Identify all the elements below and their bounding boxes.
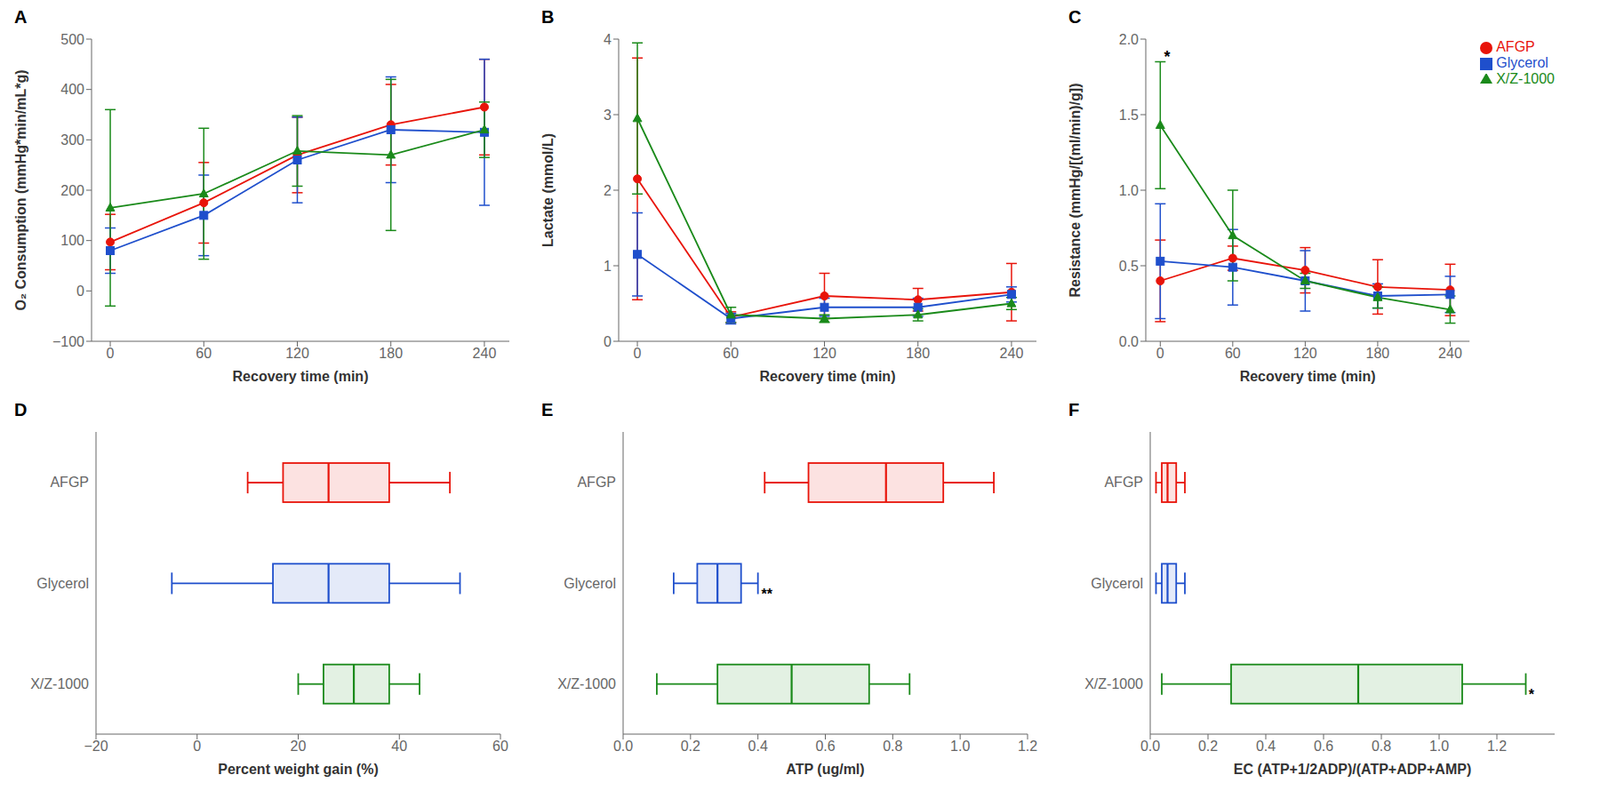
svg-text:EC (ATP+1/2ADP)/(ATP+ADP+AMP): EC (ATP+1/2ADP)/(ATP+ADP+AMP) — [1233, 761, 1472, 777]
svg-text:200: 200 — [60, 183, 85, 199]
svg-text:Recovery time (min): Recovery time (min) — [232, 368, 369, 384]
svg-text:0.0: 0.0 — [1140, 738, 1160, 754]
svg-text:1.2: 1.2 — [1487, 738, 1507, 754]
svg-text:60: 60 — [722, 345, 739, 361]
svg-text:Glycerol: Glycerol — [36, 576, 89, 592]
html-text:E: E — [541, 400, 554, 420]
svg-text:0.2: 0.2 — [1198, 738, 1218, 754]
svg-text:100: 100 — [60, 232, 85, 248]
svg-text:180: 180 — [378, 345, 403, 361]
svg-text:60: 60 — [1224, 345, 1241, 361]
svg-text:1.0: 1.0 — [1119, 183, 1139, 199]
svg-text:ATP (ug/ml): ATP (ug/ml) — [785, 761, 864, 777]
svg-text:40: 40 — [391, 738, 408, 754]
html-text:D: D — [14, 400, 28, 420]
svg-text:*: * — [1528, 687, 1536, 703]
html-text:C: C — [1068, 7, 1082, 27]
svg-text:Recovery time (min): Recovery time (min) — [1240, 368, 1376, 384]
svg-text:−100: −100 — [52, 334, 85, 350]
svg-text:X/Z-1000: X/Z-1000 — [1084, 676, 1144, 692]
svg-text:Recovery time (min): Recovery time (min) — [760, 368, 896, 384]
svg-text:300: 300 — [60, 132, 85, 148]
svg-text:0.6: 0.6 — [815, 738, 835, 754]
svg-text:0.8: 0.8 — [882, 738, 903, 754]
html-text:X/Z-1000: X/Z-1000 — [1496, 71, 1555, 87]
svg-text:1.0: 1.0 — [950, 738, 970, 754]
svg-text:Glycerol: Glycerol — [563, 576, 616, 592]
svg-text:0: 0 — [106, 345, 115, 361]
html-text:A: A — [14, 7, 28, 27]
svg-text:0.4: 0.4 — [748, 738, 768, 754]
svg-text:120: 120 — [812, 345, 837, 361]
svg-text:0.6: 0.6 — [1313, 738, 1334, 754]
svg-text:X/Z-1000: X/Z-1000 — [30, 676, 89, 692]
svg-text:1: 1 — [603, 258, 612, 274]
svg-text:Percent weight gain (%): Percent weight gain (%) — [217, 761, 378, 777]
html-text:B: B — [541, 7, 555, 27]
svg-text:AFGP: AFGP — [49, 474, 89, 490]
svg-text:0: 0 — [76, 283, 85, 299]
svg-text:2: 2 — [603, 183, 612, 199]
svg-text:0.8: 0.8 — [1371, 738, 1392, 754]
svg-text:240: 240 — [1438, 345, 1463, 361]
svg-text:0.4: 0.4 — [1256, 738, 1276, 754]
svg-text:0: 0 — [633, 345, 642, 361]
svg-text:AFGP: AFGP — [1104, 474, 1144, 490]
svg-text:0: 0 — [192, 738, 201, 754]
svg-text:1.5: 1.5 — [1119, 107, 1139, 123]
svg-text:0: 0 — [603, 334, 612, 350]
svg-text:**: ** — [760, 586, 773, 602]
svg-text:Lactate (mmol/L): Lactate (mmol/L) — [540, 133, 556, 248]
svg-text:400: 400 — [60, 81, 85, 97]
svg-text:1.0: 1.0 — [1429, 738, 1449, 754]
svg-text:Glycerol: Glycerol — [1090, 576, 1144, 592]
svg-text:*: * — [1163, 48, 1170, 66]
svg-text:0.0: 0.0 — [1119, 334, 1139, 350]
svg-text:1.2: 1.2 — [1017, 738, 1038, 754]
svg-text:0.2: 0.2 — [680, 738, 701, 754]
svg-text:0: 0 — [1156, 345, 1165, 361]
svg-text:3: 3 — [603, 107, 612, 123]
svg-text:4: 4 — [603, 32, 612, 48]
svg-text:20: 20 — [290, 738, 307, 754]
svg-text:60: 60 — [195, 345, 212, 361]
svg-text:O₂ Consumption (mmHg*min/mL*g): O₂ Consumption (mmHg*min/mL*g) — [13, 69, 29, 311]
svg-text:X/Z-1000: X/Z-1000 — [557, 676, 616, 692]
svg-text:120: 120 — [285, 345, 310, 361]
svg-text:180: 180 — [905, 345, 930, 361]
svg-text:0.5: 0.5 — [1119, 258, 1139, 274]
svg-text:0.0: 0.0 — [613, 738, 633, 754]
html-text:Glycerol: Glycerol — [1496, 55, 1549, 71]
svg-text:AFGP: AFGP — [576, 474, 616, 490]
svg-text:2.0: 2.0 — [1119, 32, 1139, 48]
svg-text:500: 500 — [60, 32, 85, 48]
html-text:AFGP: AFGP — [1496, 39, 1535, 55]
svg-text:120: 120 — [1293, 345, 1318, 361]
svg-text:180: 180 — [1366, 345, 1391, 361]
svg-text:Resistance (mmHg/[(ml/min)/g]): Resistance (mmHg/[(ml/min)/g]) — [1067, 83, 1083, 298]
html-text:F: F — [1068, 400, 1080, 420]
svg-text:240: 240 — [1000, 345, 1024, 361]
svg-text:60: 60 — [492, 738, 509, 754]
svg-text:−20: −20 — [83, 738, 108, 754]
svg-text:240: 240 — [472, 345, 497, 361]
